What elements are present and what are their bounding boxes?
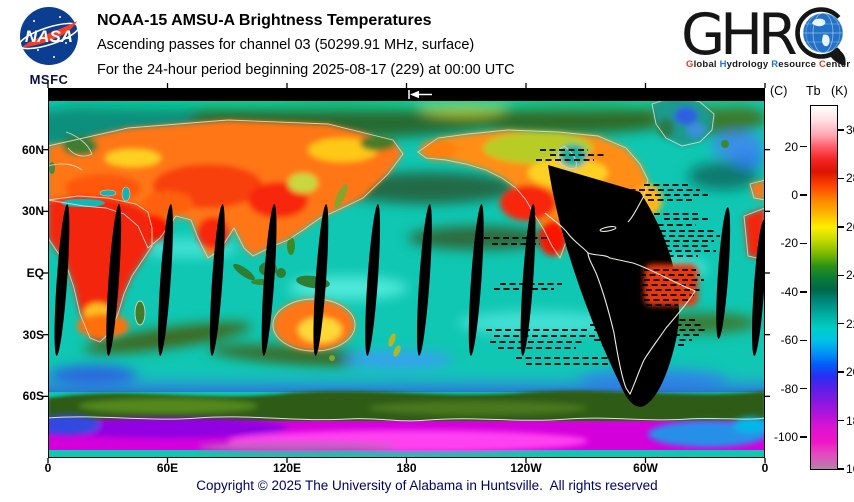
nasa-wordmark: NASA <box>25 27 73 46</box>
lon-tick-label: 120E <box>272 461 302 475</box>
orbit-gap-sliver <box>468 204 484 356</box>
lat-tick-label: 30N <box>21 204 44 219</box>
ghrc-logo-art: GHR <box>681 2 847 68</box>
orbit-gap-sliver <box>313 204 329 356</box>
world-map <box>48 88 765 458</box>
title-block: NOAA-15 AMSU-A Brightness Temperatures A… <box>97 9 657 83</box>
colorbar-k-tick-mark <box>837 274 844 277</box>
no-data-regions <box>54 149 765 407</box>
tagline-word: enter <box>826 59 851 70</box>
orbit-gap-sliver <box>751 220 765 356</box>
footer-copyright: Copyright © 2025 The University of Alaba… <box>196 478 658 493</box>
colorbar-c-tick-label: 20 <box>784 139 798 154</box>
orbit-gap-sliver <box>54 204 70 356</box>
colorbar-c-tick-label: -40 <box>780 284 798 299</box>
colorbar-c-tick-label: -100 <box>773 430 798 445</box>
colorbar-k-tick-mark <box>837 468 844 470</box>
nasa-meatball-icon: NASA <box>18 7 80 65</box>
colorbar-k-tick-label: 300 <box>846 122 854 137</box>
colorbar-k-tick-label: 280 <box>846 171 854 186</box>
orbit-gap-sliver <box>365 204 381 356</box>
colorbar-unit-kelvin: (K) <box>831 84 848 98</box>
ghrc-letters: GHR <box>681 2 796 68</box>
lon-tick-label: 180 <box>396 461 417 475</box>
lon-tick-label: 0 <box>761 461 769 475</box>
colorbar-k-tick-mark <box>837 226 844 228</box>
subtitle-line-1: Ascending passes for channel 03 (50299.9… <box>97 37 475 53</box>
colorbar-c-tick-mark <box>800 291 807 293</box>
colorbar-k-tick-mark <box>837 419 844 422</box>
colorbar-k-tick-label: 160 <box>846 462 854 477</box>
colorbar-c-tick-mark <box>800 387 807 390</box>
americas-outline <box>544 195 696 396</box>
colorbar-k-tick-label: 260 <box>846 219 854 234</box>
top-no-data-strip <box>48 88 765 101</box>
lon-tick-label: 0 <box>44 461 52 475</box>
colorbar-k-tick-mark <box>837 177 844 180</box>
orbit-gap-sliver <box>209 204 225 356</box>
colorbar-gradient <box>810 105 838 470</box>
orbit-gap-sliver <box>158 204 173 356</box>
lat-tick-label: 60N <box>21 142 44 157</box>
colorbar-k-tick-label: 180 <box>846 413 854 428</box>
orbit-gap-sliver <box>716 207 731 339</box>
colorbar-c-tick-mark <box>800 436 807 438</box>
colorbar-c-tick-label: -20 <box>780 236 798 251</box>
colorbar-c-tick-mark <box>800 145 807 148</box>
lat-tick-label: 60S <box>22 389 44 404</box>
tagline-word: esource <box>778 59 819 70</box>
colorbar-k-tick-label: 220 <box>846 316 854 331</box>
colorbar-c-tick-mark <box>800 339 807 342</box>
map-frame <box>48 88 765 458</box>
msfc-label: MSFC <box>29 72 69 87</box>
lon-tick-label: 60W <box>633 461 658 475</box>
ghrc-logo: G H R Global Hydrology Resource Center <box>681 2 852 82</box>
orbit-gap-sliver <box>417 204 432 356</box>
colorbar-c-tick-label: 0 <box>791 187 798 202</box>
colorbar-c-tick-label: -80 <box>780 381 798 396</box>
nasa-logo: NASA MSFC <box>14 5 84 91</box>
colorbar-k-tick-mark <box>837 129 844 131</box>
lon-tick-label: 60E <box>156 461 179 475</box>
tagline-initial: G <box>686 59 694 70</box>
tagline-word: lobal <box>693 59 720 70</box>
tagline-initial: H <box>719 59 727 70</box>
orbit-gap-sliver <box>520 204 536 356</box>
globe-stand-icon <box>829 48 846 66</box>
colorbar-k-tick-mark <box>837 322 844 325</box>
lon-tick-label: 120W <box>510 461 542 475</box>
tagline-initial: R <box>771 59 779 70</box>
ghrc-tagline: Global Hydrology Resource Center <box>686 59 852 70</box>
orbit-gap-sliver <box>261 204 277 356</box>
tagline-initial: C <box>818 59 827 70</box>
colorbar-c-tick-mark <box>800 242 807 245</box>
colorbar-k-tick-mark <box>837 371 844 373</box>
subtitle-line-2: For the 24-hour period beginning 2025-08… <box>97 62 515 78</box>
pass-start-arrow-icon <box>408 90 432 99</box>
colorbar-c-tick-label: -60 <box>780 333 798 348</box>
antarctica-coastline <box>48 416 765 422</box>
orbit-gap-sliver <box>106 204 122 356</box>
nasa-swoosh-icon <box>22 21 77 48</box>
page-title: NOAA-15 AMSU-A Brightness Temperatures <box>97 12 432 29</box>
antarctica <box>48 390 765 452</box>
colorbar-k-tick-label: 240 <box>846 268 854 283</box>
colorbar-unit-celsius: (C) <box>770 84 788 98</box>
colorbar-c-tick-mark <box>800 194 807 196</box>
lat-tick-label: 30S <box>22 327 44 342</box>
colorbar-k-tick-label: 200 <box>846 365 854 380</box>
missing-swath <box>548 165 679 407</box>
globe-icon <box>795 7 847 66</box>
colorbar-unit-tb: Tb <box>806 84 821 98</box>
lat-tick-label: EQ <box>26 266 44 280</box>
tagline-word: ydrology <box>726 59 772 70</box>
